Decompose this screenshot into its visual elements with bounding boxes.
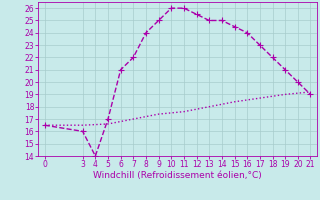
X-axis label: Windchill (Refroidissement éolien,°C): Windchill (Refroidissement éolien,°C) [93,171,262,180]
